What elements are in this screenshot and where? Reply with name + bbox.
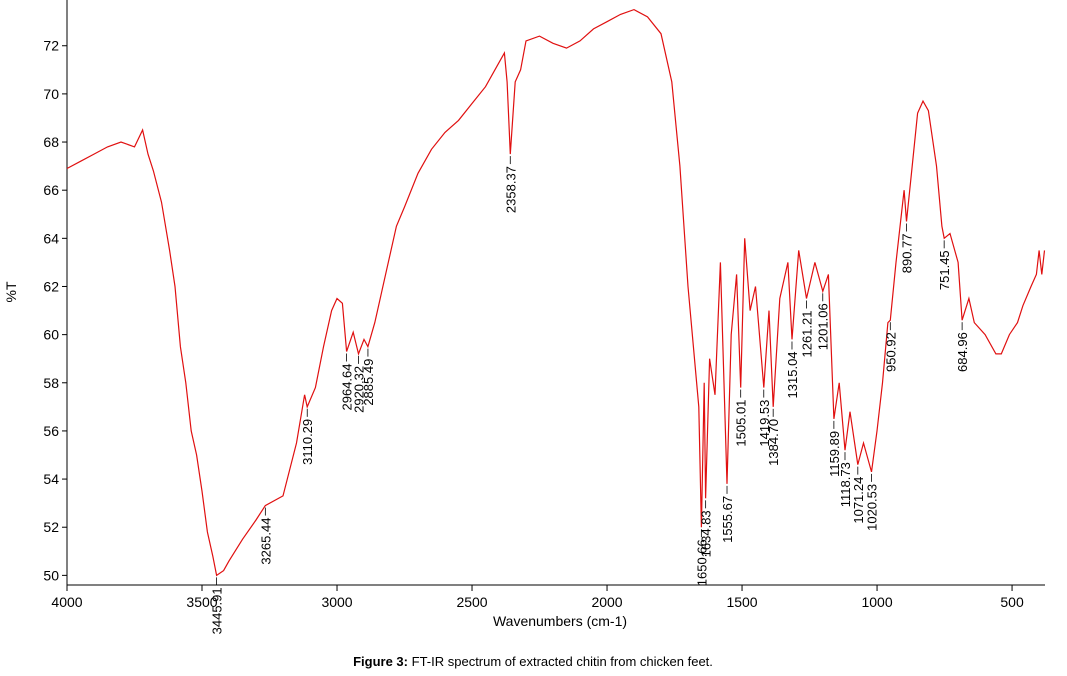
x-tick-label: 1000 xyxy=(861,594,892,610)
peak-label: 3265.44 xyxy=(258,518,273,565)
peak-label: 1384.70 xyxy=(766,419,781,466)
peak-label: 1118.73 xyxy=(838,462,853,507)
peak-label: 3110.29 xyxy=(300,419,315,465)
y-tick-label: 70 xyxy=(43,86,59,102)
caption-text: FT-IR spectrum of extracted chitin from … xyxy=(412,654,713,669)
peak-label: 2964.64 xyxy=(340,363,355,410)
peak-label: 1634.83 xyxy=(699,510,714,557)
x-axis-label: Wavenumbers (cm-1) xyxy=(493,613,627,629)
peak-label: 684.96 xyxy=(955,332,970,372)
peak-label: 890.77 xyxy=(900,233,915,273)
y-tick-label: 52 xyxy=(43,519,59,535)
spectrum-line xyxy=(66,8,1046,577)
y-tick-label: 54 xyxy=(43,471,59,487)
peak-label: 751.45 xyxy=(937,250,952,290)
y-axis-label: %T xyxy=(3,281,19,302)
peak-label: 1419.53 xyxy=(757,400,772,447)
y-tick-label: 68 xyxy=(43,134,59,150)
y-tick-label: 50 xyxy=(43,567,59,583)
caption: Figure 3: FT-IR spectrum of extracted ch… xyxy=(353,654,713,669)
x-tick-label: 2000 xyxy=(591,594,622,610)
y-tick-label: 56 xyxy=(43,423,59,439)
peak-label: 1315.04 xyxy=(785,351,800,398)
x-tick-label: 4000 xyxy=(51,594,82,610)
caption-label: Figure 3: xyxy=(353,654,408,669)
x-tick-label: 1500 xyxy=(726,594,757,610)
peak-label: 1505.01 xyxy=(734,400,749,447)
y-tick-label: 60 xyxy=(43,327,59,343)
x-tick-label: 2500 xyxy=(456,594,487,610)
peak-label: 1159.89 xyxy=(827,431,842,477)
peak-label: 2885.49 xyxy=(361,359,376,406)
x-tick-label: 500 xyxy=(1000,594,1024,610)
peak-label: 1650.66 xyxy=(694,539,709,586)
peak-label: 1201.06 xyxy=(816,303,831,350)
peak-label: 3445.91 xyxy=(210,587,225,634)
peak-label: 2920.32 xyxy=(352,366,367,413)
peak-label: 950.92 xyxy=(883,332,898,372)
y-tick-label: 66 xyxy=(43,182,59,198)
y-tick-label: 72 xyxy=(43,38,59,54)
y-tick-label: 62 xyxy=(43,278,59,294)
peak-label: 1261.21 xyxy=(800,311,815,358)
x-tick-label: 3000 xyxy=(321,594,352,610)
y-tick-label: 58 xyxy=(43,375,59,391)
peak-label: 1020.53 xyxy=(865,484,880,531)
x-tick-label: 3500 xyxy=(186,594,217,610)
peak-label: 1555.67 xyxy=(720,496,735,543)
peak-label: 1071.24 xyxy=(851,477,866,524)
y-tick-label: 64 xyxy=(43,230,59,246)
peak-label: 2358.37 xyxy=(503,166,518,213)
